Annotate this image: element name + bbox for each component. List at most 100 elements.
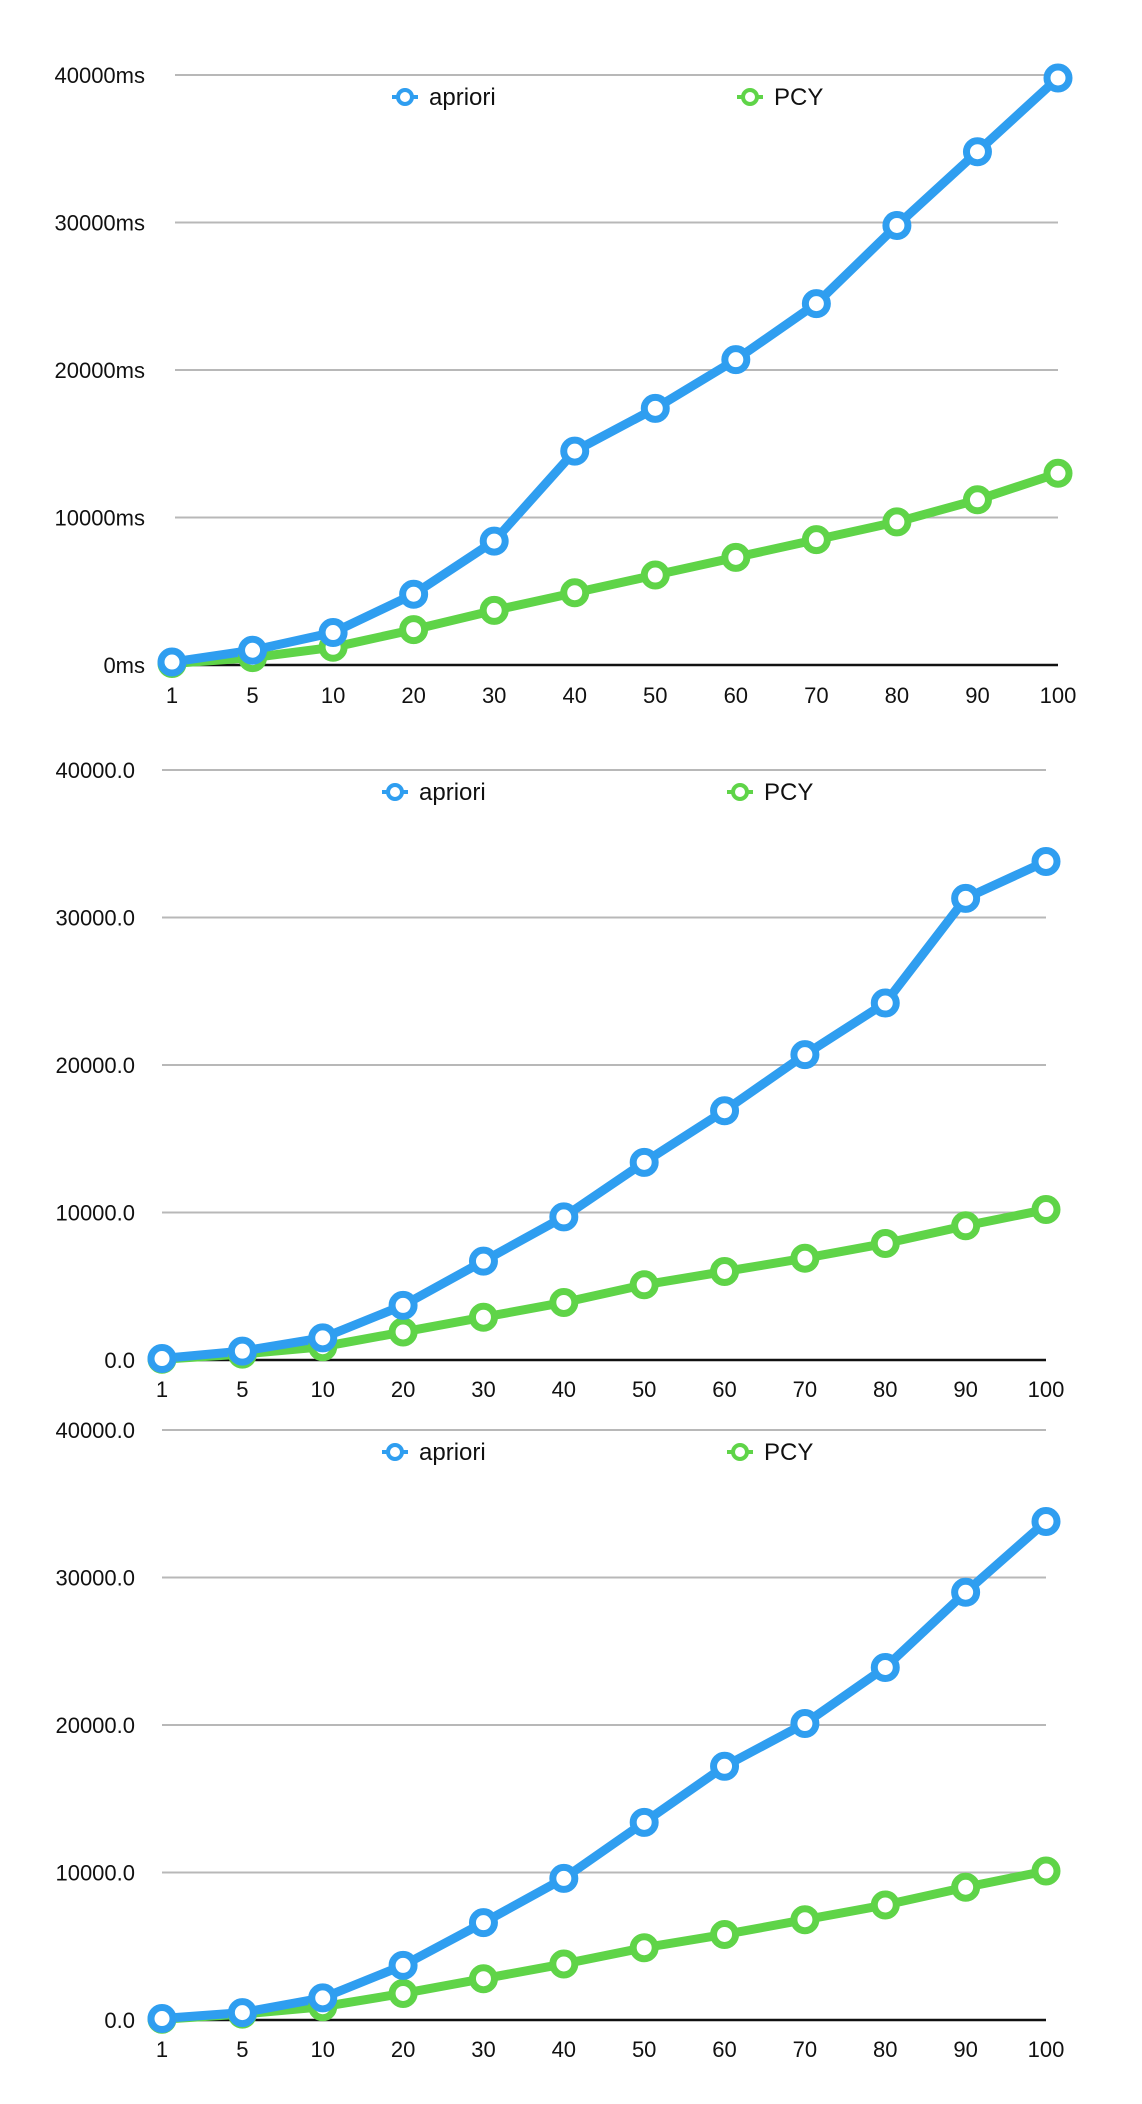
x-tick-label: 90 [965, 683, 989, 708]
data-point-pcy[interactable] [882, 507, 912, 537]
data-point-apriori[interactable] [951, 883, 981, 913]
data-point-apriori[interactable] [790, 1709, 820, 1739]
data-point-pcy[interactable] [560, 578, 590, 608]
legend-swatch-marker [386, 783, 404, 801]
data-point-apriori[interactable] [227, 1998, 257, 2028]
data-point-apriori[interactable] [157, 647, 187, 677]
legend-item-pcy[interactable]: PCY [737, 84, 823, 111]
legend-swatch-marker [386, 1443, 404, 1461]
data-point-pcy[interactable] [801, 525, 831, 555]
data-point-apriori[interactable] [629, 1807, 659, 1837]
data-point-apriori[interactable] [549, 1202, 579, 1232]
legend-label: apriori [429, 84, 496, 111]
data-point-apriori[interactable] [721, 345, 751, 375]
data-point-apriori[interactable] [710, 1751, 740, 1781]
data-point-apriori[interactable] [710, 1096, 740, 1126]
data-point-pcy[interactable] [468, 1964, 498, 1994]
x-tick-label: 20 [391, 2037, 415, 2062]
chart-panel-2: 0.0 10000.0 20000.0 30000.0 40000.0 1 5 10 20 30 4… [0, 700, 1142, 1402]
data-point-apriori[interactable] [318, 618, 348, 648]
line-chart-1: 0ms 10000ms 20000ms 30000ms 40000ms 1 5 10 20 30 4… [54, 63, 1076, 708]
data-point-apriori[interactable] [388, 1290, 418, 1320]
x-tick-label: 10 [310, 2037, 334, 2062]
data-point-pcy[interactable] [629, 1270, 659, 1300]
legend-item-apriori[interactable]: apriori [382, 779, 486, 806]
data-point-apriori[interactable] [790, 1040, 820, 1070]
data-point-pcy[interactable] [790, 1243, 820, 1273]
y-tick-label: 40000.0 [55, 1418, 135, 1443]
chart-panel-1: 0ms 10000ms 20000ms 30000ms 40000ms 1 5 10 20 30 4… [0, 0, 1142, 708]
data-point-apriori[interactable] [147, 2004, 177, 2034]
legend-swatch-marker [731, 783, 749, 801]
data-point-pcy[interactable] [710, 1257, 740, 1286]
data-point-pcy[interactable] [549, 1949, 579, 1979]
legend-item-apriori[interactable]: apriori [382, 1439, 486, 1466]
line-chart-2: 0.0 10000.0 20000.0 30000.0 40000.0 1 5 10 20 30 4… [55, 758, 1064, 1402]
legend-label: PCY [764, 1439, 813, 1466]
data-point-pcy[interactable] [468, 1302, 498, 1332]
data-point-pcy[interactable] [951, 1872, 981, 1902]
data-point-apriori[interactable] [399, 579, 429, 609]
x-tick-label: 90 [953, 1377, 977, 1402]
data-point-apriori[interactable] [870, 988, 900, 1018]
legend-item-pcy[interactable]: PCY [727, 779, 813, 806]
x-tick-label: 40 [562, 683, 586, 708]
data-point-apriori[interactable] [1031, 1506, 1061, 1536]
x-tick-label: 80 [885, 683, 909, 708]
data-point-pcy[interactable] [1031, 1195, 1061, 1225]
data-point-apriori[interactable] [629, 1147, 659, 1177]
data-point-apriori[interactable] [951, 1577, 981, 1607]
data-point-apriori[interactable] [870, 1652, 900, 1682]
data-point-pcy[interactable] [870, 1228, 900, 1258]
data-point-apriori[interactable] [560, 436, 590, 466]
data-point-pcy[interactable] [951, 1211, 981, 1241]
legend-item-apriori[interactable]: apriori [392, 84, 496, 111]
x-tick-label: 10 [310, 1377, 334, 1402]
legend-label: PCY [774, 84, 823, 111]
x-tick-label: 100 [1040, 683, 1077, 708]
data-point-pcy[interactable] [549, 1287, 579, 1317]
data-point-apriori[interactable] [1043, 63, 1073, 93]
data-point-apriori[interactable] [238, 635, 268, 665]
data-point-pcy[interactable] [790, 1905, 820, 1935]
data-point-pcy[interactable] [479, 595, 509, 625]
data-point-apriori[interactable] [147, 1344, 177, 1374]
data-point-apriori[interactable] [479, 526, 509, 556]
data-point-pcy[interactable] [1043, 458, 1073, 488]
y-tick-label: 10000.0 [55, 1861, 135, 1886]
x-tick-label: 1 [156, 2037, 168, 2062]
data-point-apriori[interactable] [308, 1323, 338, 1353]
data-point-pcy[interactable] [399, 615, 429, 645]
data-point-apriori[interactable] [640, 393, 670, 423]
x-tick-label: 50 [632, 1377, 656, 1402]
data-point-apriori[interactable] [308, 1983, 338, 2013]
legend-item-pcy[interactable]: PCY [727, 1439, 813, 1466]
series-line-pcy [157, 1205, 1051, 1364]
x-tick-label: 60 [712, 1377, 736, 1402]
data-point-apriori[interactable] [549, 1863, 579, 1893]
data-point-apriori[interactable] [962, 137, 992, 167]
x-tick-label: 70 [804, 683, 828, 708]
data-point-apriori[interactable] [227, 1336, 257, 1366]
data-point-pcy[interactable] [388, 1317, 418, 1347]
data-point-pcy[interactable] [721, 542, 751, 572]
data-point-pcy[interactable] [962, 485, 992, 515]
data-point-apriori[interactable] [468, 1246, 498, 1276]
data-point-pcy[interactable] [388, 1978, 418, 2008]
data-point-pcy[interactable] [629, 1933, 659, 1963]
x-tick-label: 10 [321, 683, 345, 708]
x-tick-label: 30 [471, 2037, 495, 2062]
y-tick-label: 30000.0 [55, 1566, 135, 1591]
data-point-pcy[interactable] [870, 1890, 900, 1920]
data-point-pcy[interactable] [710, 1919, 740, 1949]
data-point-pcy[interactable] [1031, 1856, 1061, 1886]
data-point-apriori[interactable] [388, 1950, 418, 1980]
data-point-apriori[interactable] [468, 1908, 498, 1938]
y-tick-label: 40000.0 [55, 758, 135, 783]
data-point-pcy[interactable] [640, 560, 670, 590]
data-point-apriori[interactable] [1031, 846, 1061, 876]
x-tick-label: 60 [724, 683, 748, 708]
series-line-apriori [157, 1516, 1051, 2024]
data-point-apriori[interactable] [882, 210, 912, 240]
data-point-apriori[interactable] [801, 289, 831, 319]
